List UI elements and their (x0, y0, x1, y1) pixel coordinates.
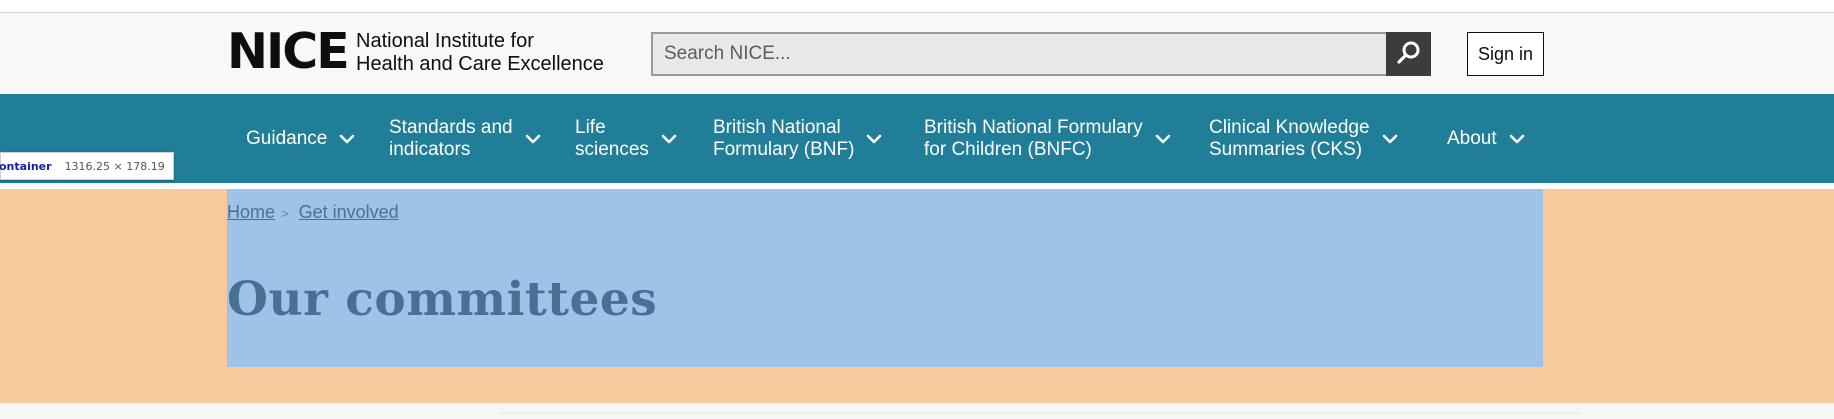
nav-item-label: British National Formulary for Children … (924, 117, 1143, 161)
page-title: Our committees (227, 272, 658, 327)
chevron-down-icon (339, 134, 355, 144)
nav-label-line: British National Formulary (924, 116, 1143, 138)
nav-item-label: Standards and indicators (389, 117, 513, 161)
nav-item-guidance[interactable]: Guidance (246, 94, 355, 183)
tooltip-dimensions: 1316.25 × 178.19 (64, 159, 165, 173)
chevron-down-icon (866, 134, 882, 144)
nav-label-line: Guidance (246, 127, 328, 149)
nav-label-line: indicators (389, 138, 471, 160)
logo-line-1: National Institute for (356, 30, 534, 52)
search-icon (1396, 40, 1422, 69)
content-divider (500, 412, 1580, 414)
chevron-down-icon (1155, 134, 1171, 144)
chevron-down-icon (525, 134, 541, 144)
browser-bookmark-strip (0, 0, 1834, 13)
search-button[interactable] (1386, 32, 1431, 76)
nav-item-about[interactable]: About (1447, 94, 1525, 183)
nav-item-life-sciences[interactable]: Life sciences (575, 94, 677, 183)
page-body-start (0, 403, 1834, 419)
nav-label-line: Summaries (CKS) (1209, 138, 1363, 160)
logo-organisation-name: National Institute for Health and Care E… (356, 30, 604, 76)
nav-label-line: Standards and (389, 116, 513, 138)
nav-item-label: Clinical Knowledge Summaries (CKS) (1209, 117, 1370, 161)
nav-item-label: About (1447, 128, 1497, 150)
breadcrumb-get-involved-link[interactable]: Get involved (298, 202, 399, 222)
nav-item-label: British National Formulary (BNF) (713, 117, 854, 161)
search-input[interactable] (651, 32, 1386, 76)
sign-in-button[interactable]: Sign in (1467, 32, 1544, 76)
nav-item-label: Guidance (246, 128, 327, 150)
page-header-section: Home > Get involved Our committees (0, 189, 1834, 403)
search-form (651, 32, 1431, 76)
nav-divider (0, 183, 1834, 189)
nav-label-line: Life (575, 116, 606, 138)
nice-logo[interactable]: NICE (227, 23, 350, 80)
nav-label-line: About (1447, 127, 1497, 149)
breadcrumb-separator: > (281, 206, 289, 221)
nav-item-bnfc[interactable]: British National Formulary for Children … (924, 94, 1171, 183)
devtools-highlight-overlay (227, 189, 1543, 367)
nav-item-label: Life sciences (575, 117, 649, 161)
nav-item-cks[interactable]: Clinical Knowledge Summaries (CKS) (1209, 94, 1398, 183)
site-header: NICE National Institute for Health and C… (0, 13, 1834, 94)
nav-label-line: sciences (575, 138, 649, 160)
breadcrumb-home-link[interactable]: Home (227, 202, 276, 222)
nav-label-line: British National (713, 116, 841, 138)
breadcrumb: Home > Get involved (227, 202, 399, 223)
nav-item-standards-and-indicators[interactable]: Standards and indicators (389, 94, 541, 183)
nav-item-bnf[interactable]: British National Formulary (BNF) (713, 94, 882, 183)
main-navigation: Guidance Standards and indicators Life s… (0, 94, 1834, 183)
chevron-down-icon (661, 134, 677, 144)
tooltip-element-name: ontainer (0, 159, 52, 173)
logo-line-2: Health and Care Excellence (356, 53, 604, 75)
chevron-down-icon (1509, 134, 1525, 144)
nav-label-line: Clinical Knowledge (1209, 116, 1370, 138)
devtools-element-tooltip: ontainer 1316.25 × 178.19 (0, 152, 174, 180)
nav-label-line: Formulary (BNF) (713, 138, 855, 160)
chevron-down-icon (1382, 134, 1398, 144)
nav-label-line: for Children (BNFC) (924, 138, 1092, 160)
